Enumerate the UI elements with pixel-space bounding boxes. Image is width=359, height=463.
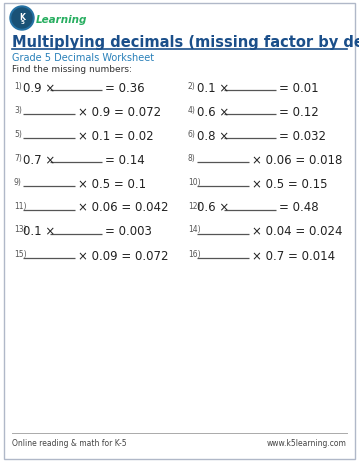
- Text: 0.8 ×: 0.8 ×: [197, 129, 229, 142]
- Text: 14): 14): [188, 225, 201, 234]
- Text: 0.1 ×: 0.1 ×: [23, 225, 55, 238]
- Text: × 0.09 = 0.072: × 0.09 = 0.072: [78, 249, 168, 262]
- Text: 15): 15): [14, 249, 27, 258]
- Circle shape: [10, 7, 34, 31]
- Text: = 0.032: = 0.032: [279, 129, 326, 142]
- Text: 12): 12): [188, 201, 200, 210]
- Text: 2): 2): [188, 81, 196, 90]
- Text: × 0.06 = 0.042: × 0.06 = 0.042: [78, 201, 168, 214]
- Text: = 0.003: = 0.003: [105, 225, 152, 238]
- Text: 6): 6): [188, 129, 196, 138]
- Text: 0.9 ×: 0.9 ×: [23, 81, 55, 94]
- Text: Multiplying decimals (missing factor by decimals): Multiplying decimals (missing factor by …: [12, 36, 359, 50]
- Text: 7): 7): [14, 153, 22, 162]
- Text: 1): 1): [14, 81, 22, 90]
- Text: 5: 5: [20, 20, 24, 25]
- Text: 16): 16): [188, 249, 201, 258]
- Text: × 0.1 = 0.02: × 0.1 = 0.02: [78, 129, 154, 142]
- Text: 0.7 ×: 0.7 ×: [23, 153, 55, 166]
- Text: 0.6 ×: 0.6 ×: [197, 201, 229, 214]
- Text: = 0.12: = 0.12: [279, 105, 319, 118]
- Text: = 0.01: = 0.01: [279, 81, 319, 94]
- Text: 0.6 ×: 0.6 ×: [197, 105, 229, 118]
- Text: × 0.06 = 0.018: × 0.06 = 0.018: [252, 153, 342, 166]
- Text: 8): 8): [188, 153, 196, 162]
- Text: × 0.04 = 0.024: × 0.04 = 0.024: [252, 225, 342, 238]
- Text: 5): 5): [14, 129, 22, 138]
- Text: K: K: [19, 13, 25, 22]
- Text: 13): 13): [14, 225, 27, 234]
- Text: × 0.5 = 0.15: × 0.5 = 0.15: [252, 177, 327, 190]
- Text: 10): 10): [188, 177, 201, 186]
- Text: × 0.5 = 0.1: × 0.5 = 0.1: [78, 177, 146, 190]
- Circle shape: [12, 9, 32, 29]
- Text: × 0.7 = 0.014: × 0.7 = 0.014: [252, 249, 335, 262]
- Text: 4): 4): [188, 105, 196, 114]
- Text: Learning: Learning: [36, 15, 87, 25]
- Text: Grade 5 Decimals Worksheet: Grade 5 Decimals Worksheet: [12, 53, 154, 63]
- Text: 11): 11): [14, 201, 27, 210]
- Text: 9): 9): [14, 177, 22, 186]
- Text: 0.1 ×: 0.1 ×: [197, 81, 229, 94]
- Text: × 0.9 = 0.072: × 0.9 = 0.072: [78, 105, 161, 118]
- Text: = 0.48: = 0.48: [279, 201, 319, 214]
- Text: www.k5learning.com: www.k5learning.com: [267, 438, 347, 448]
- Text: Find the missing numbers:: Find the missing numbers:: [12, 65, 132, 75]
- Text: = 0.14: = 0.14: [105, 153, 145, 166]
- Text: Online reading & math for K-5: Online reading & math for K-5: [12, 438, 127, 448]
- Text: = 0.36: = 0.36: [105, 81, 145, 94]
- Text: 3): 3): [14, 105, 22, 114]
